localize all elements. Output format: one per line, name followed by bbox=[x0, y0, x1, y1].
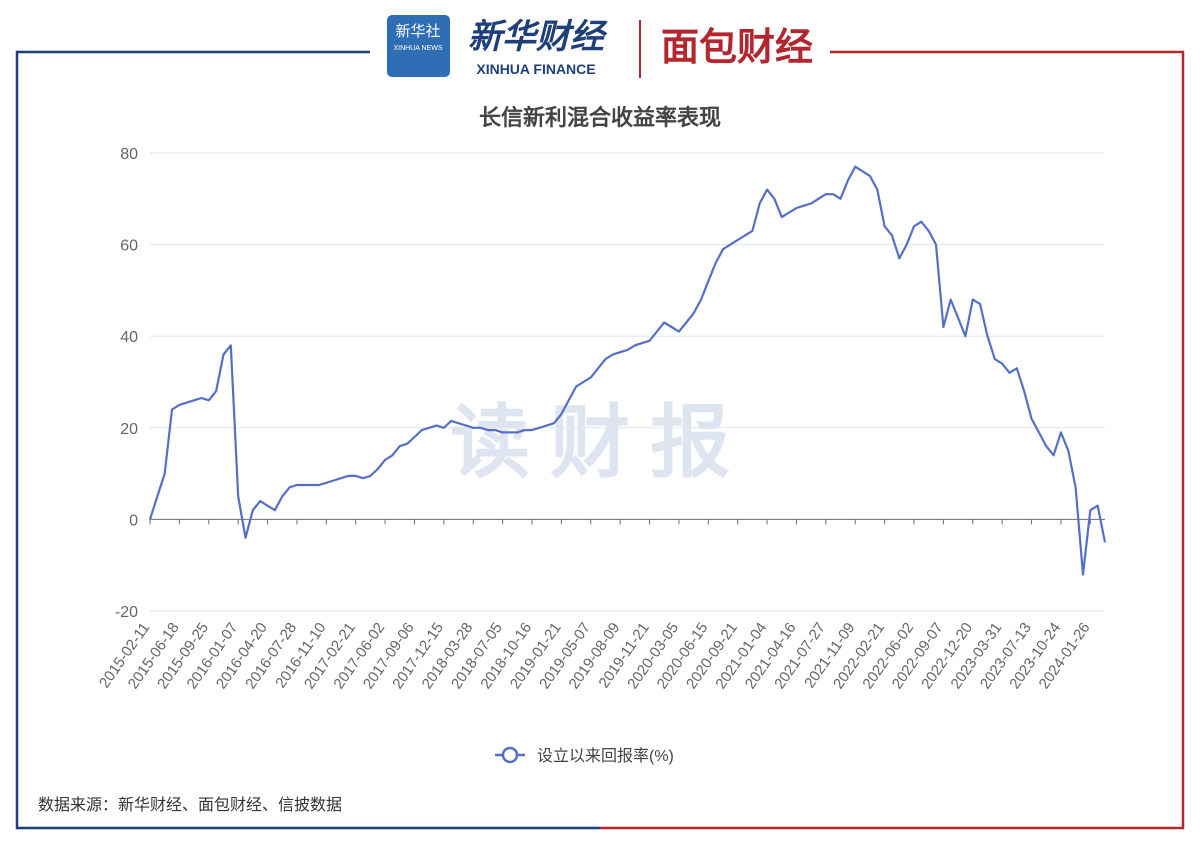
y-tick-label: 80 bbox=[120, 146, 138, 163]
xinhua-finance-cn: 新华财经 bbox=[468, 18, 608, 56]
xinhua-finance-en: XINHUA FINANCE bbox=[476, 61, 595, 77]
y-tick-label: 20 bbox=[120, 421, 138, 438]
legend-marker bbox=[501, 746, 519, 764]
y-tick-label: 0 bbox=[129, 512, 138, 529]
watermark: 读财报 bbox=[450, 398, 750, 487]
frame bbox=[15, 50, 1185, 830]
xinhua-news-cn: 新华社 bbox=[395, 23, 440, 40]
y-tick-label: 60 bbox=[120, 238, 138, 255]
mianbao-logo: 面包财经 bbox=[661, 27, 813, 69]
y-tick-label: -20 bbox=[115, 604, 138, 621]
xinhua-news-en: XINHUA NEWS bbox=[393, 45, 442, 52]
xinhua-icon bbox=[387, 15, 450, 77]
source-note: 数据来源：新华财经、面包财经、信披数据 bbox=[38, 796, 342, 814]
y-tick-label: 40 bbox=[120, 329, 138, 346]
data-line bbox=[148, 165, 1107, 576]
header-logos: 新华社 XINHUA NEWS 新华财经 XINHUA FINANCE 面包财经 bbox=[387, 15, 813, 78]
chart-title: 长信新利混合收益率表现 bbox=[479, 105, 721, 130]
legend-label: 设立以来回报率(%) bbox=[537, 747, 674, 765]
